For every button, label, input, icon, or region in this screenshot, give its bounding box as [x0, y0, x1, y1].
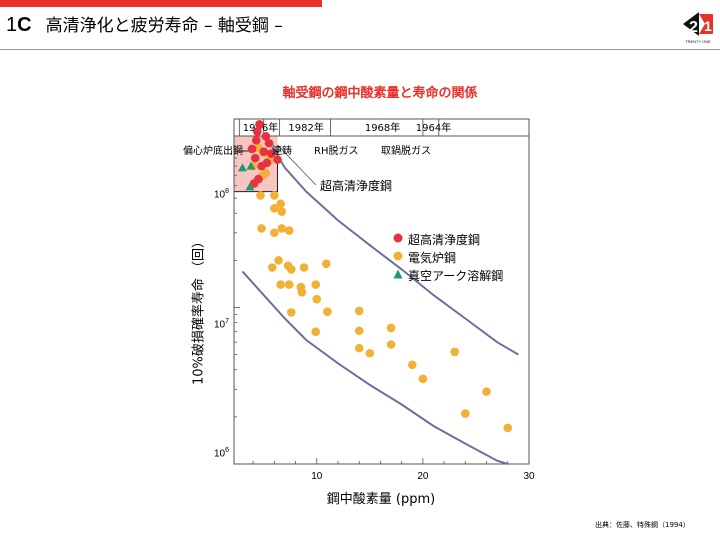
timeline-process-label: RH脱ガス — [314, 146, 359, 157]
data-point — [386, 323, 396, 333]
data-point — [237, 163, 247, 172]
data-point — [407, 360, 417, 370]
timeline-process-label: 取鍋脱ガス — [381, 146, 431, 157]
timeline-year-label: 1968年 — [365, 121, 400, 134]
data-point — [354, 306, 364, 316]
data-point — [311, 327, 321, 337]
data-point — [365, 348, 375, 358]
data-point — [266, 149, 276, 159]
data-point — [297, 288, 307, 297]
legend-label: 超高清浄度鋼 — [408, 232, 481, 247]
logo-text: TRENTY ONE — [685, 39, 711, 44]
annotation-label: 超高清浄度鋼 — [320, 179, 393, 193]
timeline-year-label: 1982年 — [288, 121, 323, 134]
data-point — [461, 409, 470, 418]
legend-item-electric-furnace: 電気炉鋼 — [392, 248, 503, 266]
data-point — [257, 224, 266, 233]
legend-item-ultra-clean: 超高清浄度鋼 — [392, 230, 503, 248]
data-point — [450, 347, 460, 357]
data-point — [264, 138, 274, 148]
timeline-process-label: 偏心炉底出鋼 — [183, 146, 243, 157]
data-point — [267, 263, 277, 272]
header-accent-bar — [0, 0, 322, 7]
plot-frame — [233, 118, 530, 465]
title-text: 高清浄化と疲労寿命 – 軸受鋼 – — [45, 16, 283, 36]
x-tick-label: 30 — [523, 471, 535, 482]
data-point — [262, 158, 272, 168]
data-point — [259, 147, 269, 156]
data-point — [261, 132, 271, 141]
title-letter: C — [17, 14, 32, 36]
data-point — [251, 135, 261, 145]
y-tick-label: 106 — [214, 447, 230, 460]
data-point — [284, 226, 294, 235]
legend-label: 真空アーク溶解鋼 — [408, 268, 504, 283]
x-axis-title: 鋼中酸素量 (ppm) — [326, 492, 436, 507]
trend-curve — [241, 270, 509, 465]
data-point — [250, 153, 260, 163]
data-point — [354, 326, 364, 336]
data-point — [354, 343, 364, 353]
data-point — [256, 191, 265, 200]
chart-title: 軸受鋼の鋼中酸素量と寿命の関係 — [282, 86, 478, 101]
x-tick-label: 20 — [417, 471, 429, 482]
data-point — [273, 155, 282, 164]
data-point — [270, 191, 279, 200]
data-point — [270, 204, 279, 213]
data-point — [503, 423, 513, 433]
data-point — [277, 207, 287, 216]
data-point — [482, 387, 491, 396]
title-number: 1 — [6, 14, 18, 36]
legend-green-triangle-icon — [392, 268, 404, 282]
data-point — [284, 280, 294, 289]
y-tick-label: 107 — [214, 318, 230, 331]
chart-legend: 超高清浄度鋼 電気炉鋼 真空アーク溶解鋼 — [392, 230, 503, 284]
y-axis-title: 10%破損確率寿命 （回） — [191, 234, 207, 386]
timeline-process-label: 連鋳 — [272, 146, 292, 157]
data-point — [287, 308, 296, 317]
data-point — [274, 256, 283, 265]
legend-label: 電気炉鋼 — [408, 250, 457, 265]
data-point — [322, 259, 331, 269]
data-point — [299, 263, 309, 272]
page-title: 1C 高清浄化と疲労寿命 – 軸受鋼 – — [6, 11, 283, 37]
company-logo-icon: 2 1 TRENTY ONE — [681, 10, 715, 44]
data-point — [287, 265, 296, 274]
svg-text:2: 2 — [689, 19, 698, 36]
trend-curve — [271, 146, 519, 356]
svg-text:1: 1 — [704, 18, 712, 34]
annotation-leader — [277, 144, 317, 186]
data-point — [246, 161, 256, 170]
source-note: 出典：佐藤、特殊鋼（1994） — [595, 521, 690, 529]
data-point — [276, 280, 285, 289]
data-point — [245, 182, 255, 191]
x-tick-label: 10 — [311, 471, 323, 482]
data-point — [247, 144, 257, 154]
data-point — [255, 119, 264, 129]
data-point — [386, 340, 396, 349]
data-point — [249, 179, 259, 188]
timeline-year-label: 1964年 — [416, 121, 451, 134]
data-point — [261, 168, 271, 178]
legend-orange-circle-icon — [392, 250, 404, 264]
data-point — [312, 294, 322, 304]
legend-red-circle-icon — [392, 232, 404, 246]
data-point — [270, 228, 279, 238]
header-divider — [0, 49, 720, 50]
data-point — [253, 127, 262, 136]
data-point — [311, 280, 321, 289]
legend-item-vacuum-arc: 真空アーク溶解鋼 — [392, 266, 503, 284]
data-point — [276, 199, 285, 209]
data-point — [323, 307, 332, 316]
data-point — [418, 374, 428, 384]
y-tick-label: 108 — [214, 188, 230, 201]
data-point — [277, 224, 287, 233]
